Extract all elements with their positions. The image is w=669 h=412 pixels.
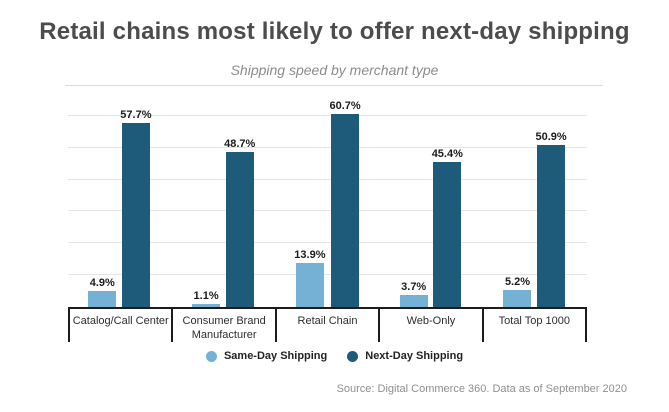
bar-column: 50.9%: [535, 130, 567, 307]
same-day-legend-dot-icon: [205, 350, 217, 362]
category-label: Retail Chain: [274, 309, 378, 342]
bar: [192, 303, 221, 307]
chart-title: Retail chains most likely to offer next-…: [39, 18, 630, 45]
bar-column: 1.1%: [192, 289, 221, 307]
bar-group: 3.7% 45.4%: [379, 100, 483, 307]
bar-value-label: 1.1%: [193, 289, 219, 302]
bar-group: 1.1% 48.7%: [172, 100, 276, 307]
category-label: Total Top 1000: [481, 309, 588, 342]
bar-value-label: 5.2%: [504, 276, 531, 289]
bar: [331, 113, 360, 307]
bar-value-label: 60.7%: [329, 99, 361, 112]
gridline-10: [68, 274, 587, 276]
plot-area: 4.9% 57.7% 1.1% 48.7% 13.9% 60.7% 3.7% 45.4% 5.2…: [68, 100, 587, 309]
bar-column: 45.4%: [432, 148, 463, 307]
bar-groups: 4.9% 57.7% 1.1% 48.7% 13.9% 60.7% 3.7% 45.4% 5.2…: [68, 100, 587, 307]
bar-group: 13.9% 60.7%: [276, 100, 380, 307]
legend-item-same-day: Same-Day Shipping: [205, 350, 328, 362]
source-attribution: Source: Digital Commerce 360. Data as of…: [336, 383, 627, 395]
next-day-legend-dot-icon: [347, 350, 359, 362]
legend-label-same-day: Same-Day Shipping: [223, 350, 328, 362]
bar-column: 5.2%: [503, 276, 532, 307]
bar-column: 60.7%: [329, 99, 361, 307]
bar-value-label: 50.9%: [535, 130, 567, 143]
category-label: Catalog/Call Center: [68, 309, 171, 342]
bar: [225, 151, 254, 307]
gridline-60: [68, 114, 587, 116]
bar-column: 13.9%: [294, 249, 325, 307]
bar-column: 48.7%: [224, 138, 255, 307]
legend-label-next-day: Next-Day Shipping: [365, 350, 464, 362]
bar-group: 5.2% 50.9%: [483, 100, 587, 307]
legend: Same-Day Shipping Next-Day Shipping: [0, 350, 669, 362]
bar: [537, 144, 566, 307]
bar: [433, 162, 462, 307]
bar: [503, 290, 532, 307]
header-divider: [65, 85, 603, 86]
bar-column: 57.7%: [120, 109, 152, 307]
bar: [295, 262, 324, 307]
x-axis-labels: Catalog/Call Center Consumer Brand Manufa…: [68, 309, 588, 342]
bar: [399, 295, 428, 307]
category-label: Web-Only: [378, 309, 481, 342]
gridline-40: [68, 178, 587, 180]
gridline-30: [68, 210, 587, 212]
gridline-50: [68, 146, 587, 148]
bar-value-label: 3.7%: [401, 281, 427, 294]
bar-group: 4.9% 57.7%: [68, 100, 172, 307]
bar-value-label: 45.4%: [431, 148, 463, 161]
bar-value-label: 48.7%: [224, 137, 256, 150]
bar-value-label: 57.7%: [120, 109, 152, 122]
chart-subtitle: Shipping speed by merchant type: [230, 62, 439, 78]
category-label: Consumer Brand Manufacturer: [171, 309, 274, 342]
legend-item-next-day: Next-Day Shipping: [347, 350, 463, 362]
gridline-20: [68, 242, 587, 244]
bar: [88, 291, 117, 307]
bar: [121, 123, 150, 307]
bar-column: 4.9%: [88, 277, 117, 307]
bar-value-label: 4.9%: [89, 277, 115, 290]
bar-value-label: 13.9%: [294, 248, 326, 261]
bar-column: 3.7%: [399, 281, 428, 307]
